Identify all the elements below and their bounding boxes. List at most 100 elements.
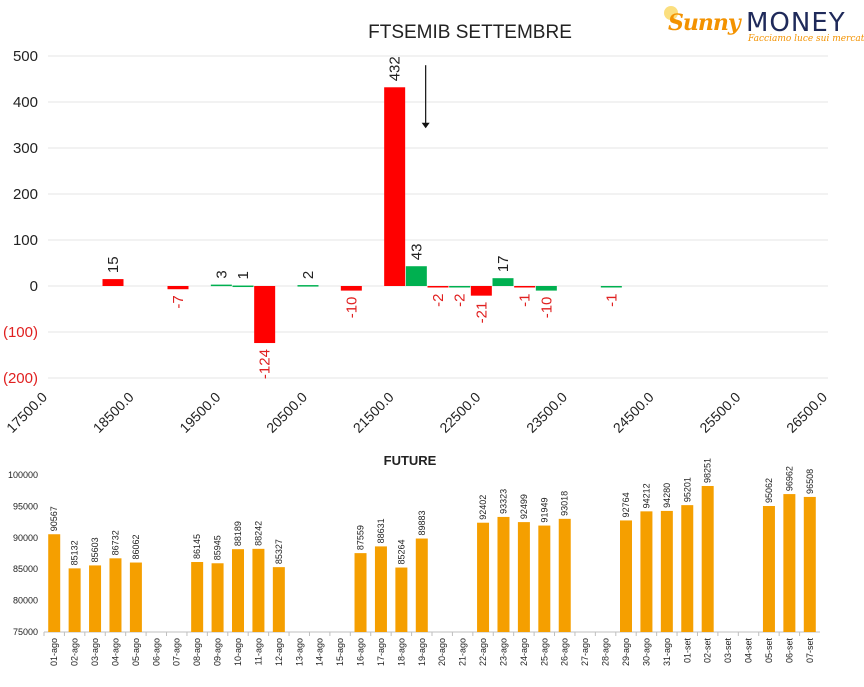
bottom-bar-data-label: 88189	[233, 521, 243, 546]
top-bar-data-label: 2	[300, 271, 317, 279]
bottom-y-tick-label: 75000	[13, 627, 38, 637]
bottom-x-tick-label: 02-ago	[70, 638, 80, 666]
bottom-bar	[109, 558, 122, 632]
top-bar	[600, 286, 622, 288]
bottom-bar	[762, 506, 775, 632]
top-bar-data-label: 17	[495, 255, 512, 272]
bottom-x-tick-label: 29-ago	[621, 638, 631, 666]
bottom-x-tick-label: 20-ago	[437, 638, 447, 666]
bottom-chart-title: FUTURE	[384, 453, 437, 468]
bottom-bar	[497, 516, 510, 632]
top-x-tick-label: 23500.0	[523, 389, 570, 436]
bottom-y-tick-label: 85000	[13, 564, 38, 574]
top-bar	[535, 286, 557, 291]
bottom-bar-data-label: 92402	[478, 495, 488, 520]
bottom-bar-data-label: 89883	[417, 511, 427, 536]
bottom-bar	[395, 567, 408, 632]
bottom-x-tick-label: 01-ago	[49, 638, 59, 666]
bottom-x-tick-label: 21-ago	[458, 638, 468, 666]
bottom-y-tick-label: 90000	[13, 533, 38, 543]
bottom-x-tick-label: 25-ago	[539, 638, 549, 666]
top-bar	[254, 286, 276, 344]
top-bar-data-label: 3	[213, 270, 230, 278]
bottom-bar-data-label: 95062	[764, 478, 774, 503]
bottom-x-tick-label: 19-ago	[417, 638, 427, 666]
bottom-x-tick-label: 22-ago	[478, 638, 488, 666]
bottom-bar	[783, 494, 796, 632]
bottom-bar	[701, 485, 714, 632]
bottom-bar	[191, 562, 204, 632]
top-y-tick-label: 400	[13, 94, 38, 111]
top-bar	[340, 286, 362, 291]
top-bar	[470, 286, 492, 296]
top-bar-data-label: -21	[473, 302, 490, 324]
top-bar	[210, 284, 232, 287]
bottom-x-tick-label: 09-ago	[213, 638, 223, 666]
top-y-tick-label: 500	[13, 48, 38, 65]
top-bar-data-label: -1	[603, 294, 620, 307]
top-bar	[384, 87, 406, 286]
top-x-tick-label: 18500.0	[90, 389, 137, 436]
bottom-bar-data-label: 96508	[805, 469, 815, 494]
top-y-tick-label: 0	[30, 278, 38, 295]
top-bar-data-label: 1	[235, 271, 252, 279]
top-bar-data-label: -1	[517, 294, 534, 307]
sunny-money-logo: Sunny MONEY Facciamo luce sui mercati	[664, 6, 864, 46]
top-bar-data-label: -2	[452, 294, 469, 307]
bottom-y-tick-label: 100000	[8, 470, 38, 480]
bottom-bar	[68, 568, 81, 632]
bottom-bar-data-label: 86062	[131, 534, 141, 559]
bottom-bar	[48, 534, 61, 632]
bottom-bar-data-label: 85132	[70, 540, 80, 565]
top-bar-data-label: 15	[105, 256, 122, 273]
bottom-x-tick-label: 06-set	[784, 638, 794, 664]
bottom-x-tick-label: 16-ago	[356, 638, 366, 666]
logo-brand-sunny: Sunny	[668, 10, 741, 36]
bottom-bar	[129, 562, 142, 632]
bottom-x-tick-label: 08-ago	[192, 638, 202, 666]
logo-brand-money: MONEY	[746, 8, 846, 38]
bottom-x-tick-label: 24-ago	[519, 638, 529, 666]
top-bar	[427, 286, 449, 288]
bottom-x-tick-label: 14-ago	[315, 638, 325, 666]
bottom-bar-data-label: 88631	[376, 518, 386, 543]
top-y-tick-label: (200)	[3, 370, 38, 387]
top-x-tick-label: 19500.0	[176, 389, 223, 436]
top-x-tick-label: 22500.0	[436, 389, 483, 436]
bottom-bar	[374, 546, 387, 632]
top-chart-title: FTSEMIB SETTEMBRE	[368, 22, 572, 43]
top-y-tick-label: 100	[13, 232, 38, 249]
top-bar	[297, 285, 319, 287]
bottom-bar-data-label: 93018	[560, 491, 570, 516]
bottom-bar	[558, 518, 571, 632]
bottom-bar	[89, 565, 102, 632]
down-arrow-head-icon	[421, 122, 430, 129]
top-x-tick-label: 17500.0	[3, 389, 50, 436]
bottom-bar-data-label: 85327	[274, 539, 284, 564]
bottom-bar-data-label: 87559	[356, 525, 366, 550]
bottom-bar-data-label: 92499	[519, 494, 529, 519]
bottom-x-tick-label: 05-ago	[131, 638, 141, 666]
bottom-x-tick-label: 03-ago	[90, 638, 100, 666]
bottom-x-tick-label: 10-ago	[233, 638, 243, 666]
bottom-x-tick-label: 17-ago	[376, 638, 386, 666]
bottom-bar	[660, 510, 673, 632]
bottom-bar-data-label: 98251	[703, 458, 713, 483]
bottom-x-tick-label: 07-ago	[172, 638, 182, 666]
sun-icon	[664, 6, 678, 20]
bottom-x-tick-label: 11-ago	[253, 638, 263, 665]
bottom-bar	[272, 567, 285, 632]
top-bar-data-label: 43	[408, 244, 425, 261]
bottom-y-tick-label: 95000	[13, 501, 38, 511]
options-chart: FTSEMIB SETTEMBRE 500 400 300 200 100 0 (100) (2…	[3, 22, 830, 436]
top-bar	[167, 286, 189, 290]
top-bar	[232, 285, 254, 288]
top-x-tick-label: 25500.0	[696, 389, 743, 436]
bottom-x-tick-label: 26-ago	[560, 638, 570, 666]
bottom-x-tick-label: 04-set	[744, 638, 754, 664]
top-bar-data-label: -7	[170, 295, 187, 308]
bottom-x-tick-label: 04-ago	[110, 638, 120, 666]
top-x-tick-label: 24500.0	[610, 389, 657, 436]
bottom-bar	[211, 563, 224, 632]
future-chart: FUTURE 100000 95000 90000 85000 80000 75000 01-…	[8, 453, 820, 666]
